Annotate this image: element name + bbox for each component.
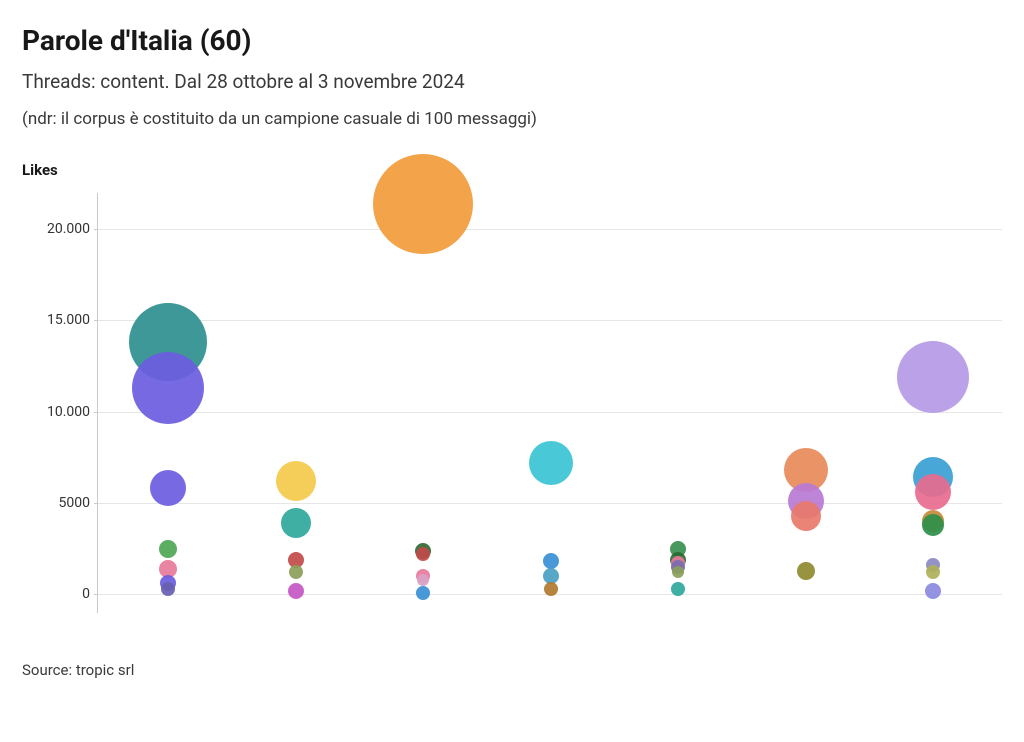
bubble [150, 470, 186, 506]
bubble [416, 586, 430, 600]
bubble [672, 566, 684, 578]
y-axis-label: Likes [22, 161, 1002, 179]
gridline [98, 412, 1002, 413]
bubble [417, 574, 429, 586]
bubble [544, 582, 558, 596]
gridline [98, 320, 1002, 321]
bubble [922, 514, 944, 536]
bubble [281, 508, 311, 538]
plot-area [97, 193, 1002, 613]
ytick-mark [94, 503, 98, 504]
bubble [915, 474, 951, 510]
ytick-label: 20.000 [30, 221, 90, 237]
chart-subtitle: Threads: content. Dal 28 ottobre al 3 no… [22, 70, 1002, 93]
bubble [671, 582, 685, 596]
ytick-mark [94, 594, 98, 595]
gridline [98, 503, 1002, 504]
ytick-label: 10.000 [30, 404, 90, 420]
bubble [159, 540, 177, 558]
bubble [132, 352, 204, 424]
ytick-label: 15.000 [30, 312, 90, 328]
bubble [529, 441, 573, 485]
bubble [926, 565, 940, 579]
bubble [543, 553, 559, 569]
ytick-mark [94, 320, 98, 321]
bubble-chart: 0 5000 10.000 15.000 20.000 [22, 187, 1002, 637]
chart-source: Source: tropic srl [22, 661, 1002, 679]
chart-title: Parole d'Italia (60) [22, 24, 1002, 58]
bubble [897, 341, 969, 413]
bubble [416, 547, 430, 561]
bubble [791, 501, 821, 531]
bubble [373, 154, 473, 254]
ytick-label: 0 [30, 586, 90, 602]
bubble [925, 583, 941, 599]
ytick-mark [94, 412, 98, 413]
bubble [288, 583, 304, 599]
chart-note: (ndr: il corpus è costituito da un campi… [22, 109, 1002, 129]
gridline [98, 229, 1002, 230]
ytick-label: 5000 [30, 495, 90, 511]
bubble [289, 565, 303, 579]
ytick-mark [94, 229, 98, 230]
bubble [276, 461, 316, 501]
chart-container: Likes 0 5000 10.000 15.000 20.000 [22, 161, 1002, 637]
bubble [161, 582, 175, 596]
bubble [797, 562, 815, 580]
